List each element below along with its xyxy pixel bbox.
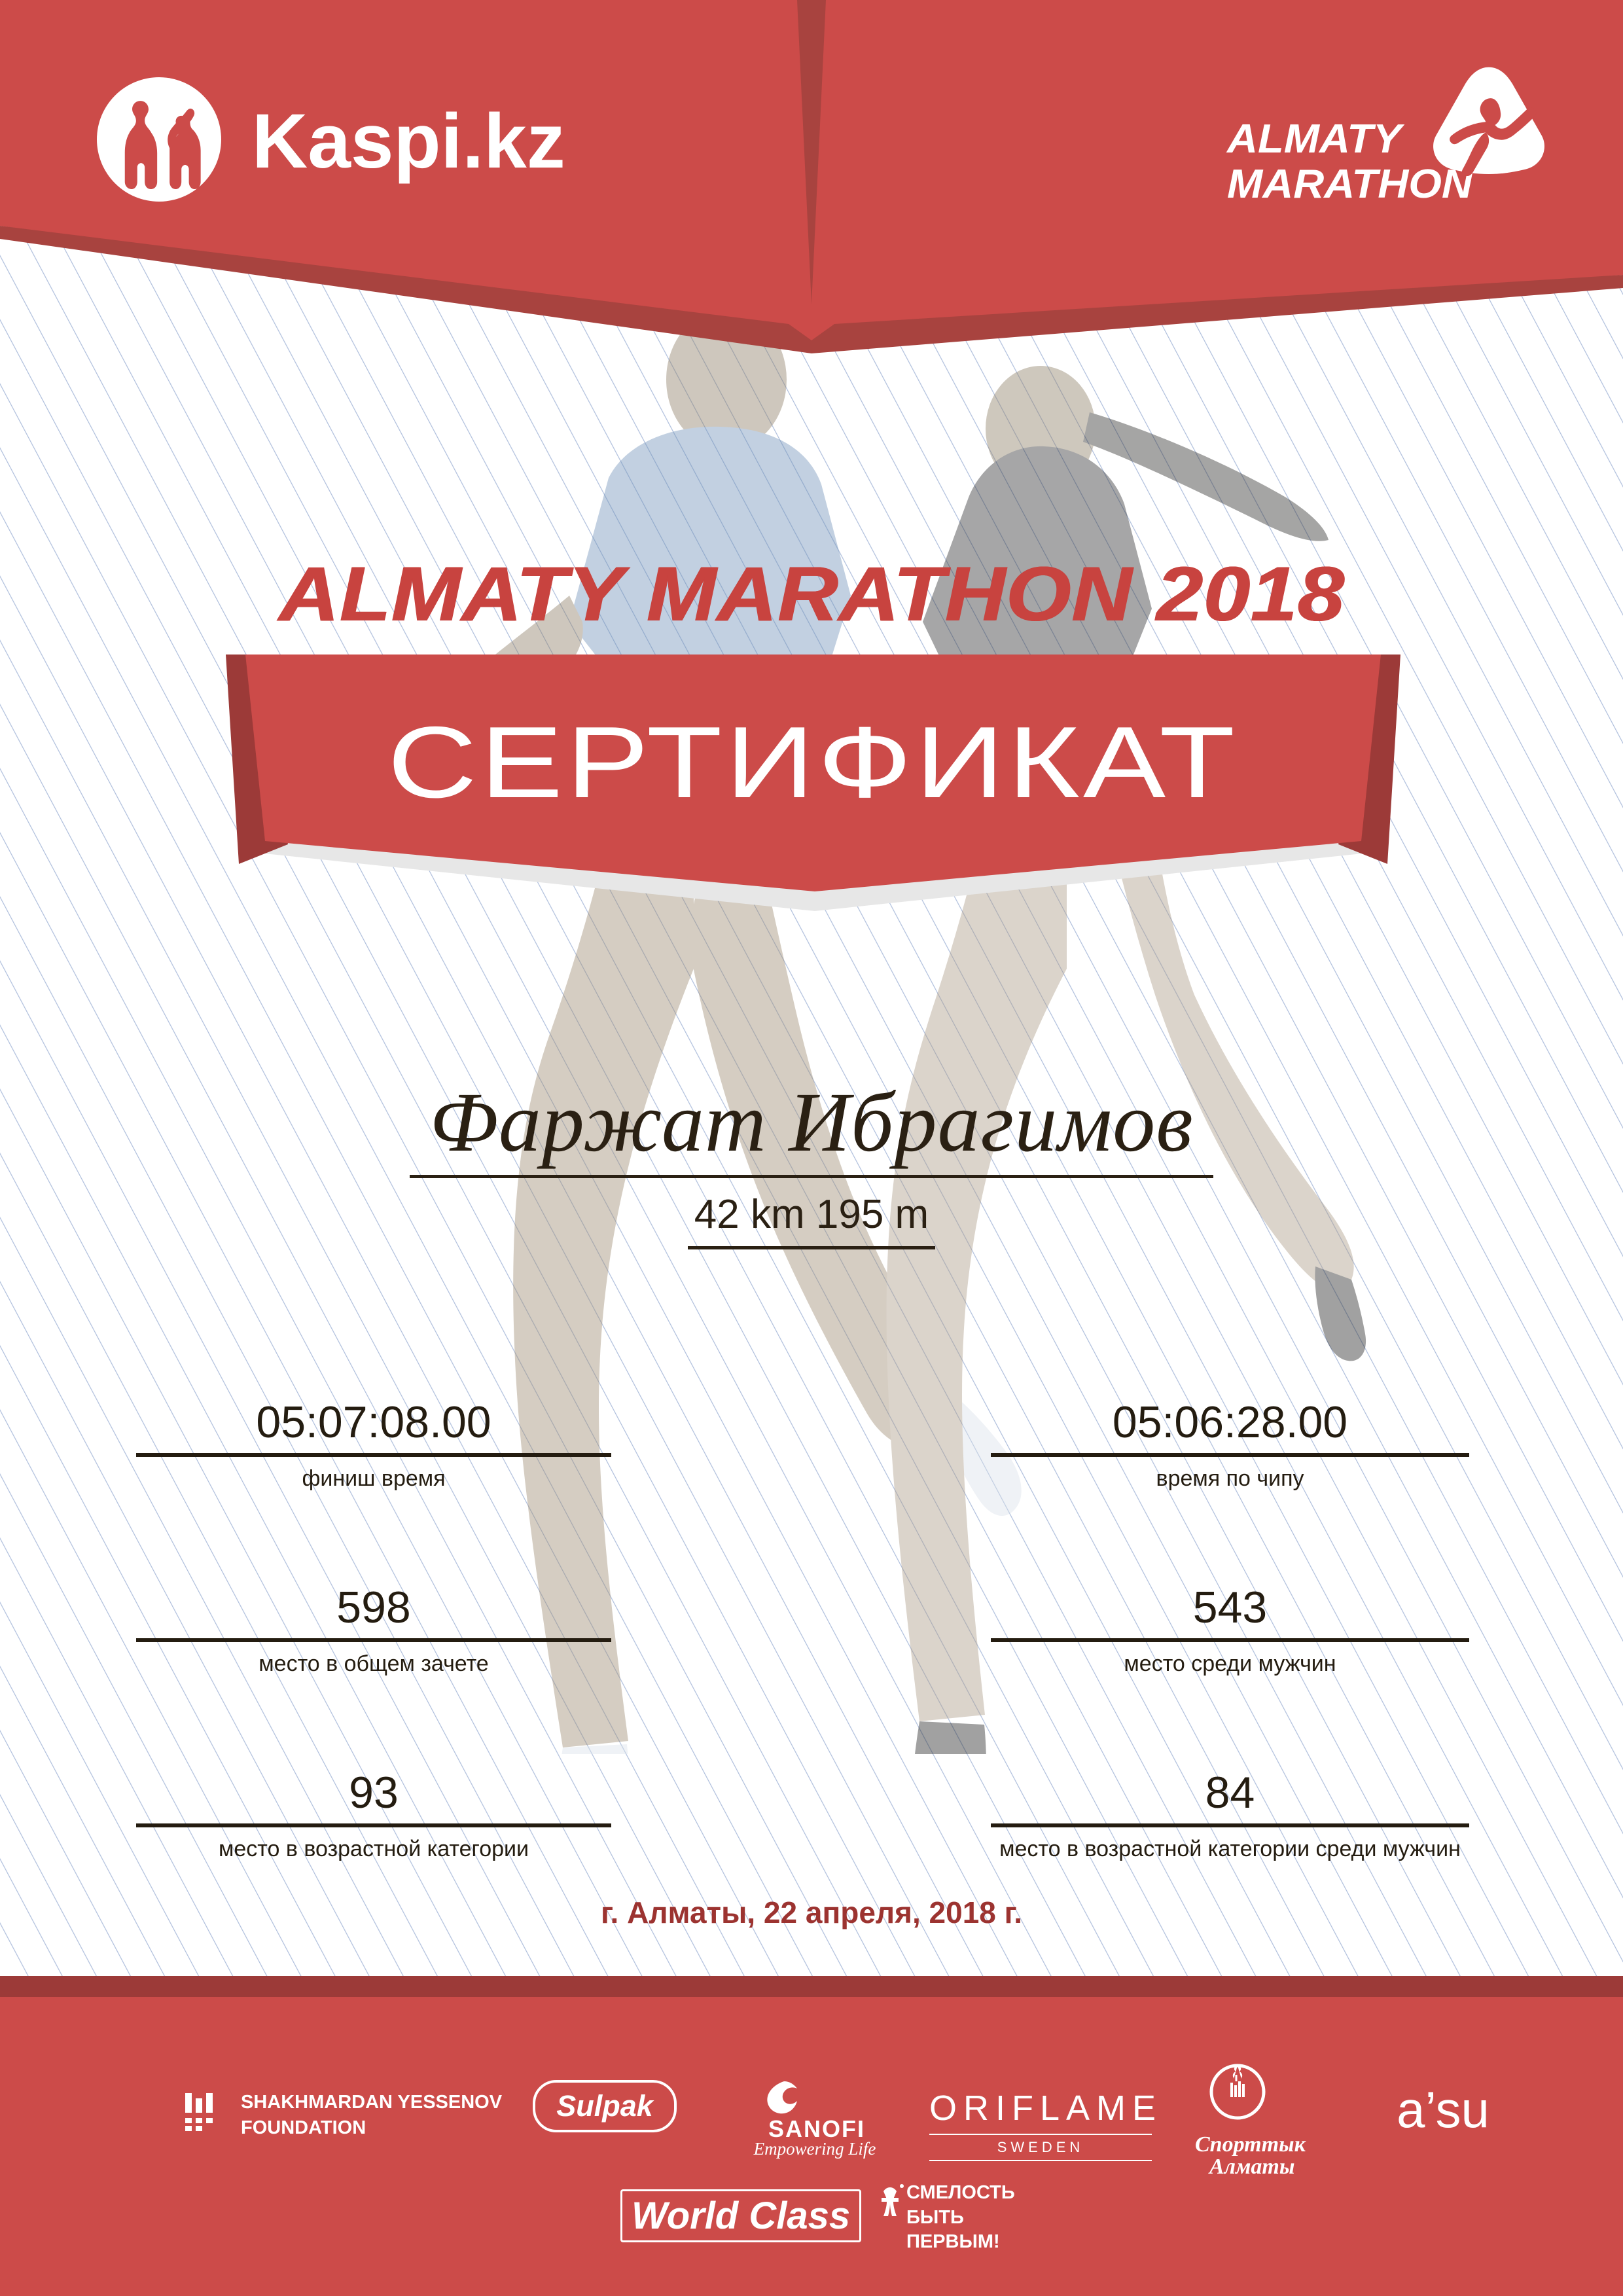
- svg-text:СЕРТИФИКАТ: СЕРТИФИКАТ: [387, 706, 1238, 819]
